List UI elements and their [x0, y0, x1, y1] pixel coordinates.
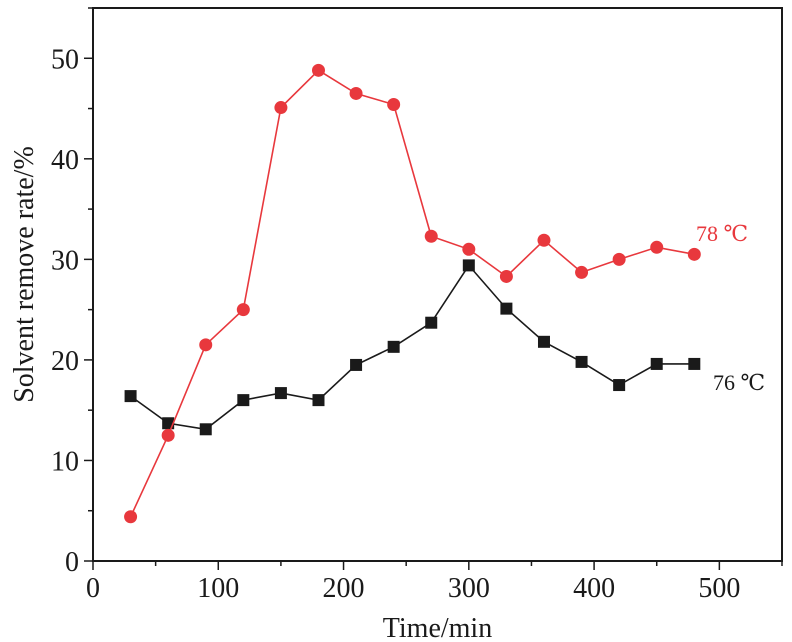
- x-tick-label: 300: [448, 573, 490, 604]
- data-point: [650, 240, 664, 254]
- data-point: [688, 357, 701, 370]
- data-point: [236, 303, 250, 317]
- data-point: [500, 302, 513, 315]
- x-tick-label: 100: [197, 573, 239, 604]
- series-line: [130, 264, 695, 431]
- data-point: [425, 316, 438, 329]
- data-point: [349, 86, 363, 100]
- data-point: [124, 390, 137, 403]
- x-axis-title: Time/min: [383, 613, 492, 642]
- data-point: [124, 510, 138, 524]
- data-point: [311, 63, 325, 77]
- data-point: [387, 340, 400, 353]
- data-point: [350, 358, 363, 371]
- series-layer: [124, 63, 701, 524]
- x-tick-label: 500: [698, 573, 740, 604]
- data-point: [424, 229, 438, 243]
- data-point: [237, 394, 250, 407]
- data-point: [462, 242, 476, 256]
- plot-frame: [92, 7, 783, 562]
- y-tick-label: 40: [51, 145, 79, 176]
- data-point: [613, 379, 626, 392]
- data-point: [650, 357, 663, 370]
- data-point: [499, 269, 513, 283]
- y-tick-label: 50: [51, 44, 79, 75]
- data-point: [687, 247, 701, 261]
- data-point: [462, 259, 475, 272]
- series-0: [124, 259, 701, 436]
- data-point: [312, 394, 325, 407]
- data-point: [274, 387, 287, 400]
- data-point: [161, 428, 175, 442]
- series-label-76c: 76 ℃: [713, 370, 765, 395]
- x-axis-ticks: 0 100 200 300 400 500: [86, 561, 783, 604]
- series-1: [124, 63, 701, 524]
- series-line: [129, 69, 695, 518]
- y-tick-label: 10: [51, 446, 79, 477]
- data-point: [575, 265, 589, 279]
- data-point: [612, 252, 626, 266]
- y-axis-ticks: 0 10 20 30 40 50: [51, 7, 93, 578]
- data-point: [537, 233, 551, 247]
- data-point: [537, 335, 550, 348]
- x-tick-label: 0: [86, 573, 100, 604]
- data-point: [199, 338, 213, 352]
- data-point: [575, 355, 588, 368]
- y-tick-label: 0: [65, 547, 79, 578]
- data-point: [199, 423, 212, 436]
- series-label-78c: 78 ℃: [696, 221, 748, 246]
- x-tick-label: 400: [573, 573, 615, 604]
- data-point: [274, 101, 288, 115]
- y-tick-label: 20: [51, 346, 79, 377]
- x-tick-label: 200: [323, 573, 365, 604]
- y-tick-label: 30: [51, 245, 79, 276]
- data-point: [387, 98, 401, 112]
- y-axis-title: Solvent remove rate/%: [9, 146, 40, 403]
